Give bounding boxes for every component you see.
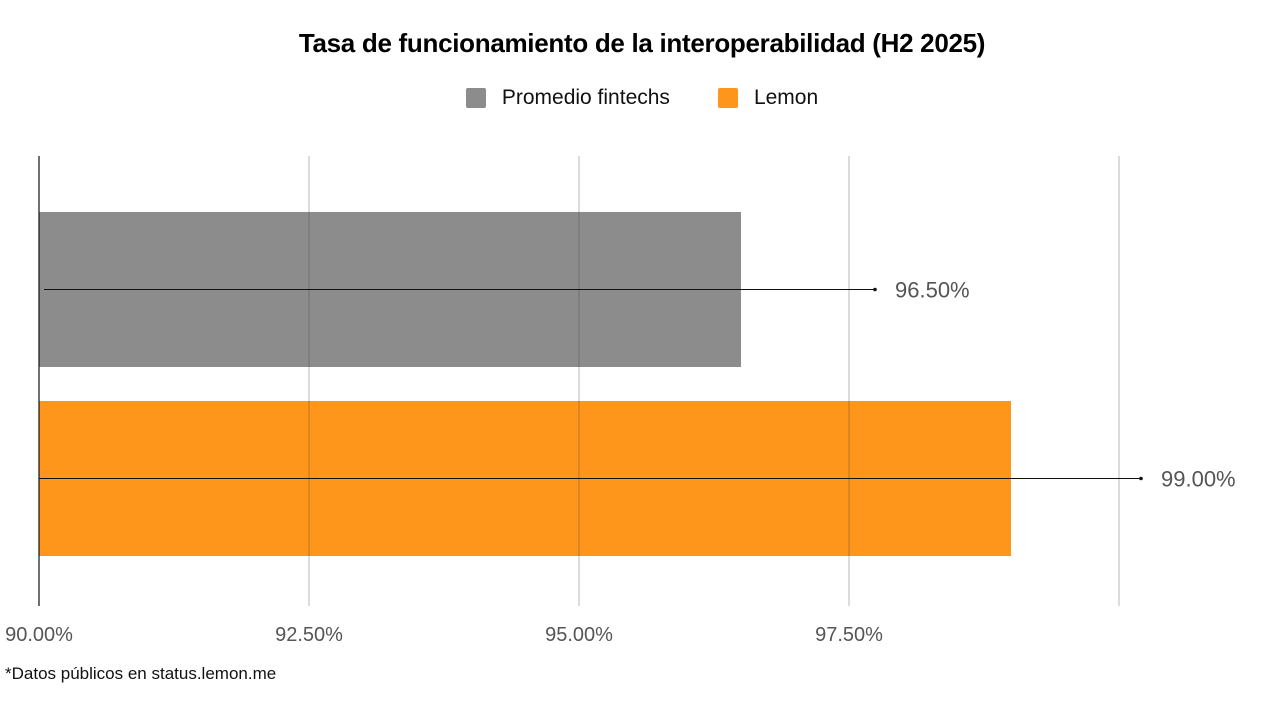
footnote: *Datos públicos en status.lemon.me	[5, 664, 277, 683]
legend: Promedio fintechs Lemon	[0, 86, 1284, 110]
value-label-lemon: 99.00%	[1161, 467, 1236, 492]
legend-swatch-promedio	[465, 88, 486, 108]
legend-label-promedio: Promedio fintechs	[501, 86, 670, 109]
legend-item-lemon: Lemon	[717, 86, 819, 110]
x-tick-label: 90.00%	[5, 624, 73, 646]
value-label-promedio-fintechs: 96.50%	[895, 278, 970, 303]
x-tick-label: 97.50%	[815, 624, 883, 646]
leader-dot-promedio-fintechs	[873, 287, 877, 292]
legend-label-lemon: Lemon	[753, 86, 819, 109]
x-tick-label: 92.50%	[275, 624, 343, 646]
legend-item-promedio: Promedio fintechs	[465, 86, 670, 110]
legend-swatch-lemon	[717, 88, 738, 108]
leader-dot-lemon	[1139, 476, 1143, 481]
x-tick-label: 95.00%	[545, 624, 613, 646]
chart-title: Tasa de funcionamiento de la interoperab…	[298, 28, 986, 58]
